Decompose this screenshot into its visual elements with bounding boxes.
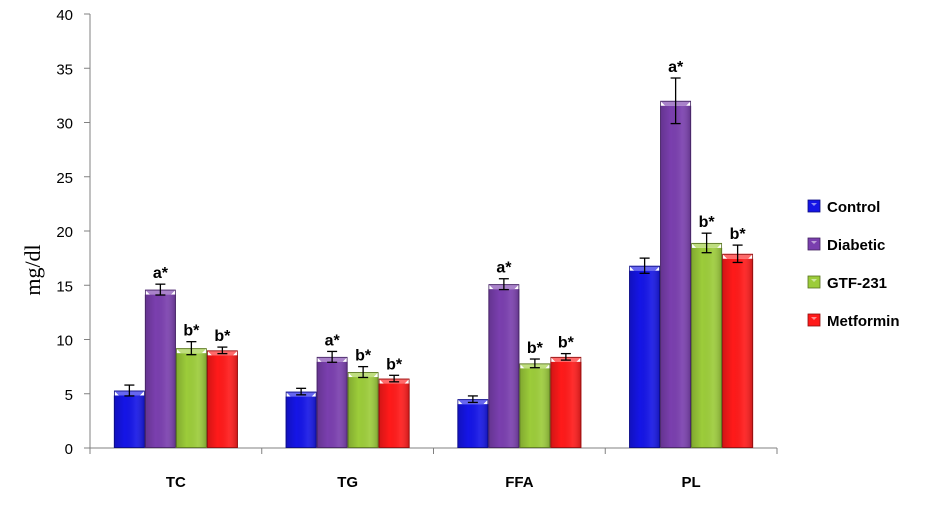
- significance-label: a*: [668, 59, 684, 76]
- bar-shading: [347, 377, 379, 448]
- y-tick-label: 25: [56, 170, 73, 187]
- significance-label: a*: [153, 265, 169, 282]
- x-tick-label: TC: [166, 474, 186, 491]
- significance-label: b*: [214, 328, 231, 345]
- data-labels: a* a* a* a* b* b* b* b* b* b* b* b*: [153, 59, 747, 373]
- significance-label: b*: [699, 214, 716, 231]
- y-tick-label: 0: [65, 441, 73, 458]
- significance-label: b*: [355, 348, 372, 365]
- bar-shading: [519, 368, 551, 448]
- legend-label: GTF-231: [827, 275, 887, 292]
- y-tick-label: 10: [56, 333, 73, 350]
- y-tick-label: 40: [56, 7, 73, 24]
- y-tick-label: 20: [56, 224, 73, 241]
- legend-swatch-bevel: [811, 203, 817, 206]
- bar-shading: [629, 270, 661, 448]
- bar-shading: [206, 355, 238, 448]
- y-tick-label: 30: [56, 116, 73, 133]
- bar-shading: [378, 383, 410, 448]
- axes: 0 5 10 15 20 25 30 35 40 TC TG FFA PL: [56, 7, 778, 491]
- bar-shading: [722, 258, 754, 448]
- x-tick-label: TG: [337, 474, 358, 491]
- significance-label: b*: [730, 226, 747, 243]
- significance-label: b*: [558, 335, 575, 352]
- x-tick-label: FFA: [505, 474, 533, 491]
- bar-shading: [316, 361, 348, 448]
- x-tick-label: PL: [682, 474, 701, 491]
- y-axis-label: mg/dl: [20, 244, 45, 295]
- legend-swatch-bevel: [811, 279, 817, 282]
- significance-label: a*: [496, 260, 512, 277]
- bar-shading: [660, 105, 692, 449]
- significance-label: b*: [386, 356, 403, 373]
- bar-shading: [457, 404, 489, 448]
- y-tick-label: 5: [65, 387, 73, 404]
- significance-label: b*: [183, 323, 200, 340]
- significance-label: a*: [325, 332, 341, 349]
- bar-shading: [550, 361, 582, 448]
- bar-shading: [175, 353, 207, 448]
- legend-label: Diabetic: [827, 237, 885, 254]
- y-tick-label: 15: [56, 278, 73, 295]
- legend-label: Control: [827, 199, 880, 216]
- bars: [113, 77, 754, 449]
- legend-label: Metformin: [827, 313, 900, 330]
- legend-swatch-bevel: [811, 317, 817, 320]
- bar-shading: [113, 395, 145, 448]
- significance-label: b*: [527, 340, 544, 357]
- bar-shading: [144, 294, 176, 448]
- legend: Control Diabetic GTF-231 Metformin: [807, 199, 900, 330]
- legend-swatch-bevel: [811, 241, 817, 244]
- bar-shading: [691, 247, 723, 448]
- bar-shading: [488, 289, 520, 448]
- y-tick-label: 35: [56, 61, 73, 78]
- bar-shading: [285, 396, 317, 448]
